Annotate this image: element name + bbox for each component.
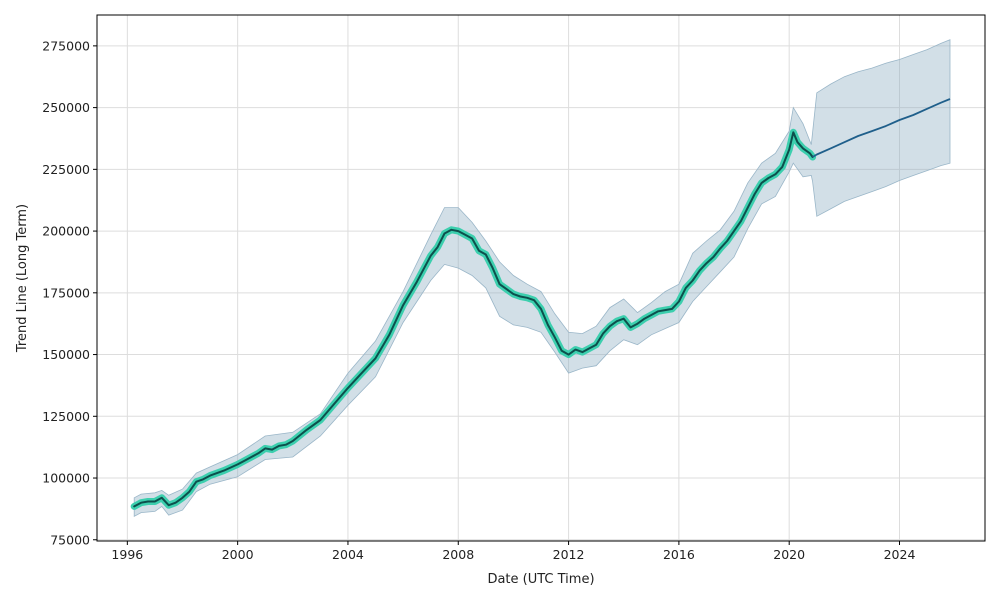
y-tick-label: 225000: [42, 162, 90, 177]
y-axis-label: Trend Line (Long Term): [15, 204, 30, 353]
x-tick-label: 2016: [663, 547, 695, 562]
x-axis-label: Date (UTC Time): [487, 572, 594, 587]
y-tick-label: 200000: [42, 224, 90, 239]
y-tick-label: 250000: [42, 100, 90, 115]
grid-lines: [97, 15, 985, 541]
confidence-band: [133, 39, 951, 517]
x-tick-label: 2004: [332, 547, 364, 562]
y-tick-label: 175000: [42, 285, 90, 300]
y-tick-label: 75000: [50, 532, 90, 547]
x-tick-label: 2000: [222, 547, 254, 562]
y-axis-ticks: 75000 100000 125000 150000 175000 200000 22500…: [42, 38, 97, 547]
y-tick-label: 275000: [42, 38, 90, 53]
series-lines: [130, 98, 951, 510]
history-line: [133, 131, 814, 508]
confidence-band-area: [133, 39, 951, 517]
x-axis-ticks: 1996 2000 2004 2008 2012 2016 2020 2024: [111, 541, 915, 562]
history-line-glow: [130, 128, 817, 510]
x-tick-label: 2020: [773, 547, 805, 562]
x-tick-label: 2008: [442, 547, 474, 562]
y-tick-label: 150000: [42, 347, 90, 362]
plot-frame: [96, 14, 986, 542]
x-tick-label: 2012: [553, 547, 585, 562]
y-tick-label: 100000: [42, 471, 90, 486]
y-tick-label: 125000: [42, 409, 90, 424]
x-tick-label: 2024: [884, 547, 916, 562]
forecast-line: [812, 98, 951, 158]
x-tick-label: 1996: [111, 547, 143, 562]
